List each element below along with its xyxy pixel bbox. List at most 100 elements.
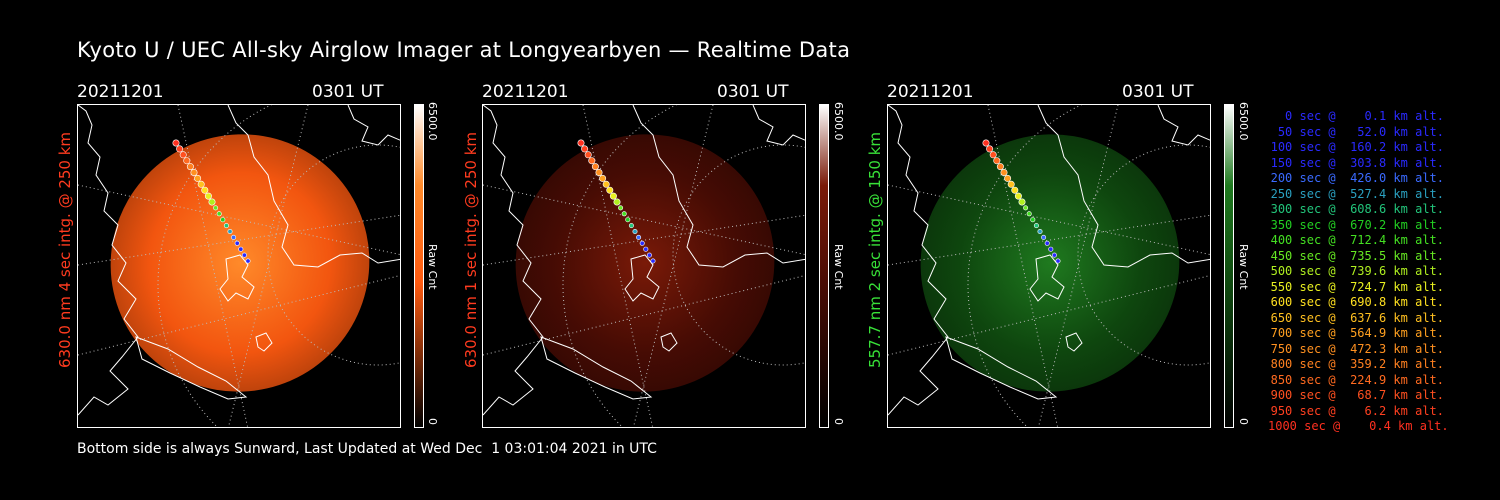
page-title: Kyoto U / UEC All-sky Airglow Imager at … [77, 38, 851, 62]
coastline [1065, 332, 1083, 352]
grid-line [78, 184, 400, 256]
grid-line [483, 184, 805, 256]
coastline [752, 105, 805, 146]
trajectory-point [1048, 246, 1054, 252]
trajectory-point [186, 163, 194, 171]
legend-row: 750 sec @ 472.3 km alt. [1270, 341, 1444, 356]
trajectory-point [599, 174, 607, 182]
trajectory-point [584, 151, 592, 159]
allsky-map [483, 105, 805, 427]
panel-2-cbar-unit: Raw Cnt [832, 244, 845, 290]
legend-row: 350 sec @ 670.2 km alt. [1270, 217, 1444, 232]
coastline [540, 336, 653, 400]
legend-row: 500 sec @ 739.6 km alt. [1270, 264, 1444, 278]
trajectory-point [1000, 169, 1008, 177]
legend-row: 600 sec @ 690.8 km alt. [1270, 295, 1444, 309]
trajectory-point [1044, 240, 1050, 246]
grid-line [888, 184, 1210, 256]
legend-row: 900 sec @ 68.7 km alt. [1270, 388, 1444, 402]
panel-3-cbar-min: 0 [1237, 418, 1250, 425]
trajectory-point [190, 169, 198, 177]
trajectory-point [208, 198, 216, 206]
trajectory-point [609, 192, 617, 200]
trajectory-point [231, 234, 237, 240]
trajectory-point [1004, 174, 1012, 182]
grid-circle [562, 105, 678, 427]
trajectory-point [220, 217, 226, 223]
trajectory-point [1023, 205, 1029, 211]
trajectory-point [591, 163, 599, 171]
coastline [624, 254, 660, 302]
trajectory-point [172, 139, 180, 147]
trajectory-point [595, 169, 603, 177]
panel-2-image [482, 104, 806, 428]
footer-status: Bottom side is always Sunward, Last Upda… [77, 441, 657, 457]
coastline [227, 105, 400, 268]
trajectory-point [613, 198, 621, 206]
grid-circle [1077, 144, 1210, 366]
airglow-disk [920, 134, 1180, 392]
trajectory-point [632, 229, 638, 235]
trajectory-point [238, 246, 244, 252]
trajectory-point [1055, 258, 1061, 264]
coastline [78, 105, 139, 416]
trajectory-point [179, 151, 187, 159]
grid-circle [267, 144, 400, 366]
trajectory-point [639, 240, 645, 246]
coastline [888, 105, 949, 416]
trajectory-point [996, 163, 1004, 171]
legend-row: 50 sec @ 52.0 km alt. [1277, 124, 1444, 139]
airglow-disk [515, 134, 775, 392]
legend-row: 0 sec @ 0.1 km alt. [1285, 109, 1444, 123]
trajectory-point [176, 145, 184, 153]
panel-1-date: 20211201 [77, 82, 164, 102]
legend-row: 800 sec @ 359.2 km alt. [1270, 357, 1444, 371]
trajectory-point [241, 252, 247, 258]
legend-row: 200 sec @ 426.0 km alt. [1270, 171, 1444, 185]
grid-line [582, 105, 654, 427]
coastline [483, 105, 544, 416]
trajectory-point [204, 192, 212, 200]
coastline [632, 105, 805, 268]
grid-circle [672, 144, 805, 366]
trajectory-point [625, 217, 631, 223]
panel-3-cbar-max: 6500.0 [1237, 102, 1250, 141]
trajectory-point [646, 252, 652, 258]
legend-row: 650 sec @ 637.6 km alt. [1270, 310, 1444, 325]
coastline [347, 105, 400, 146]
trajectory-point [1011, 186, 1019, 194]
trajectory-point [581, 145, 589, 153]
panel-1-time: 0301 UT [312, 82, 384, 102]
trajectory-point [643, 246, 649, 252]
grid-circle [157, 105, 273, 427]
panel-2-colorbar [819, 104, 829, 428]
trajectory-point [588, 157, 596, 165]
trajectory-point [201, 186, 209, 194]
trajectory-point [223, 223, 229, 229]
allsky-map [78, 105, 400, 427]
trajectory-point [618, 205, 624, 211]
trajectory-point [227, 229, 233, 235]
panel-2-ylabel: 630.0 nm 1 sec intg. @ 250 km [462, 131, 480, 368]
coastline [1029, 254, 1065, 302]
trajectory-point [216, 211, 222, 217]
trajectory-point [602, 180, 610, 188]
legend-row: 950 sec @ 6.2 km alt. [1270, 403, 1444, 418]
coastline [135, 336, 248, 400]
trajectory-point [982, 139, 990, 147]
legend-row: 850 sec @ 224.9 km alt. [1270, 372, 1444, 387]
trajectory-point [1030, 217, 1036, 223]
trajectory-point [606, 186, 614, 194]
panel-1-cbar-min: 0 [426, 418, 439, 425]
trajectory-point [650, 258, 656, 264]
panel-1-ylabel: 630.0 nm 4 sec intg. @ 250 km [56, 131, 74, 368]
coastline [255, 332, 273, 352]
coastline [1157, 105, 1210, 146]
panel-1-colorbar [414, 104, 424, 428]
panel-3-cbar-unit: Raw Cnt [1237, 244, 1250, 290]
trajectory-point [197, 180, 205, 188]
panel-2-time: 0301 UT [717, 82, 789, 102]
trajectory-point [1014, 192, 1022, 200]
trajectory-point [577, 139, 585, 147]
panel-2-date: 20211201 [482, 82, 569, 102]
